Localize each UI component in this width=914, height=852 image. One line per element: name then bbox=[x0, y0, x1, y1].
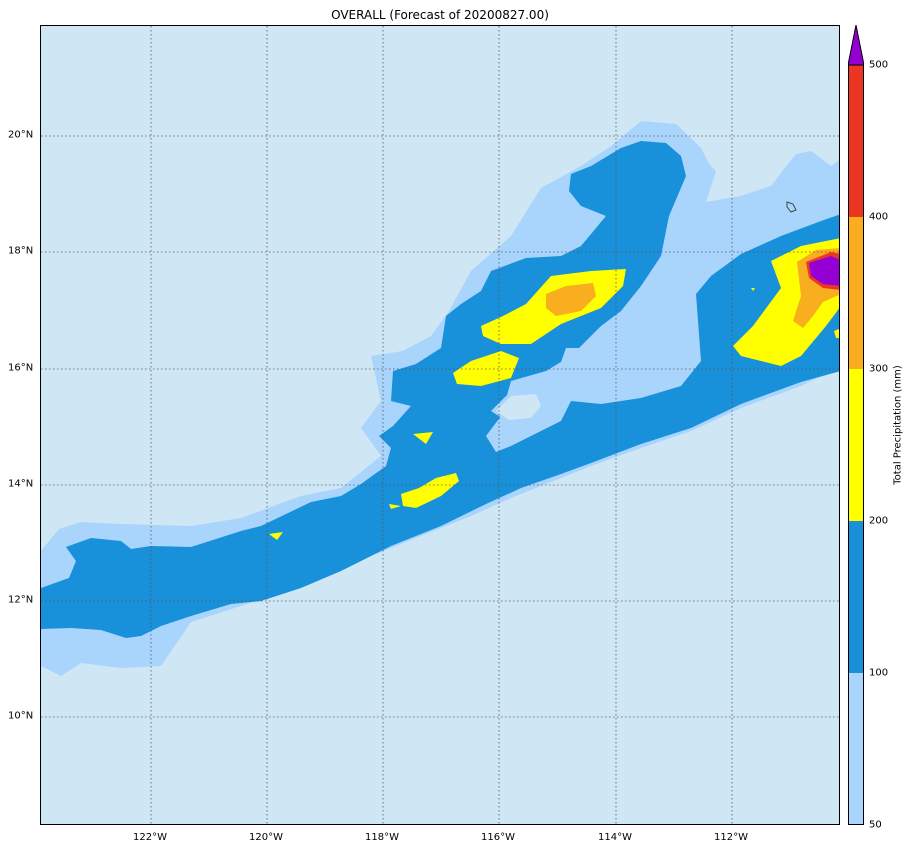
grid bbox=[41, 26, 839, 824]
y-tick-14n: 14°N bbox=[8, 478, 34, 490]
x-tick-122w: 122°W bbox=[133, 832, 167, 843]
colorbar-tick-400: 400 bbox=[869, 211, 889, 223]
contour-outline bbox=[786, 201, 797, 213]
x-tick-116w: 116°W bbox=[481, 832, 515, 843]
colorbar-segment-200-300 bbox=[848, 369, 864, 521]
y-tick-20n: 20°N bbox=[8, 129, 34, 141]
colorbar-segment-300-400 bbox=[848, 217, 864, 369]
y-tick-12n: 12°N bbox=[8, 594, 34, 606]
y-tick-10n: 10°N bbox=[8, 710, 34, 722]
precip-200-300-patch-g bbox=[751, 288, 755, 291]
x-tick-114w: 114°W bbox=[598, 832, 632, 843]
colorbar-frame bbox=[848, 64, 864, 825]
colorbar-tick-300: 300 bbox=[869, 363, 889, 375]
x-tick-112w: 112°W bbox=[714, 832, 748, 843]
colorbar-extend-arrow bbox=[848, 25, 864, 66]
precip-hole-4 bbox=[603, 334, 645, 370]
precip-200-300-patch-d bbox=[413, 432, 433, 444]
colorbar-segment-400-500 bbox=[848, 65, 864, 217]
precip-300-400-patch-a bbox=[546, 283, 596, 316]
colorbar-title: Total Precipitation (mm) bbox=[892, 365, 904, 485]
colorbar-tick-500: 500 bbox=[869, 59, 889, 71]
colorbar-segment-100-200 bbox=[848, 521, 864, 673]
y-tick-16n: 16°N bbox=[8, 362, 34, 374]
colorbar-tick-100: 100 bbox=[869, 667, 889, 679]
figure-title: OVERALL (Forecast of 20200827.00) bbox=[331, 8, 549, 22]
precip-hole-3 bbox=[556, 348, 593, 382]
colorbar-tick-200: 200 bbox=[869, 515, 889, 527]
precip-100-200-band bbox=[41, 141, 839, 638]
colorbar-tick-50: 50 bbox=[869, 819, 882, 831]
colorbar bbox=[848, 25, 864, 825]
precip-200-300-patch-f bbox=[389, 504, 401, 509]
precip-200-300-patch-e bbox=[269, 532, 283, 540]
precip-over-500-patch bbox=[809, 256, 839, 286]
precip-200-300-patch-b bbox=[453, 351, 519, 386]
precip-200-300-patch-c bbox=[401, 473, 459, 508]
x-tick-120w: 120°W bbox=[249, 832, 283, 843]
map-panel bbox=[40, 25, 840, 825]
y-tick-18n: 18°N bbox=[8, 245, 34, 257]
x-tick-118w: 118°W bbox=[365, 832, 399, 843]
precip-200-300-patch-i bbox=[834, 328, 839, 338]
colorbar-segment-50-100 bbox=[848, 673, 864, 825]
precip-hole-2 bbox=[496, 394, 541, 420]
map-canvas bbox=[41, 26, 839, 824]
precip-hole-5 bbox=[781, 202, 816, 224]
